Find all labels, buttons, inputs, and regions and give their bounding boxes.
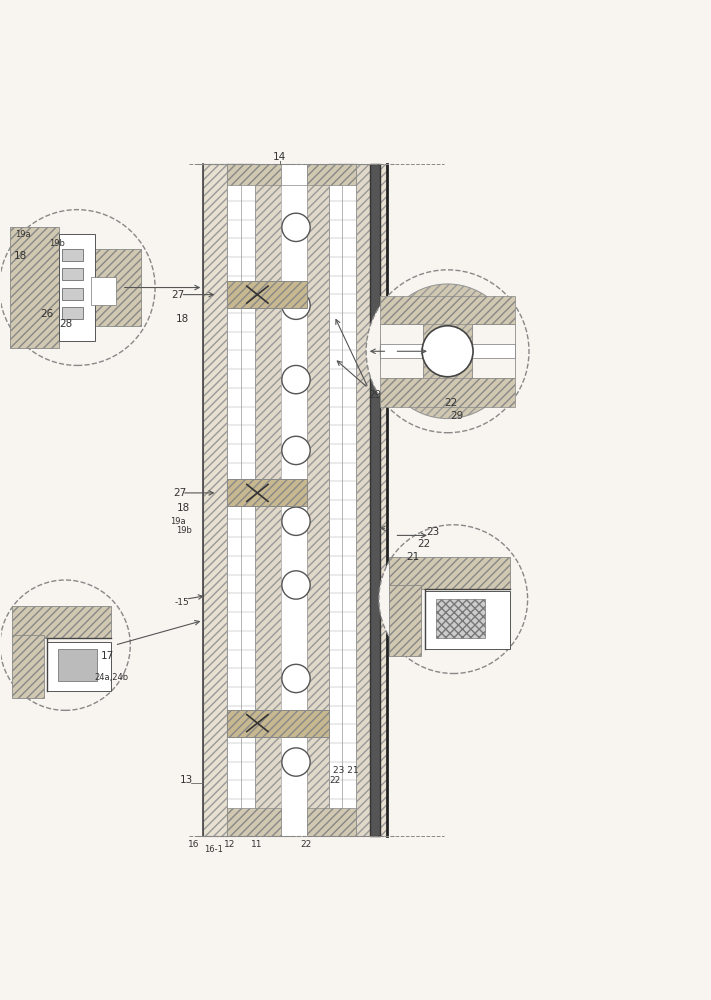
Text: 19b: 19b	[176, 526, 191, 535]
Circle shape	[282, 213, 310, 241]
Bar	[227, 164, 255, 836]
Bar	[58, 649, 97, 681]
Bar	[380, 296, 515, 324]
Circle shape	[422, 326, 473, 377]
Bar	[370, 164, 380, 836]
Bar	[203, 164, 227, 836]
Bar	[227, 710, 328, 737]
Text: 23 21: 23 21	[333, 766, 358, 775]
Bar	[227, 479, 307, 506]
Text: 16-1: 16-1	[205, 845, 223, 854]
Bar	[356, 164, 370, 836]
Text: 22: 22	[417, 539, 430, 549]
Bar	[390, 585, 422, 656]
Bar	[255, 164, 281, 836]
Text: 16: 16	[188, 840, 200, 849]
Bar	[91, 249, 141, 326]
Text: 12: 12	[224, 840, 235, 849]
Bar	[425, 591, 510, 649]
Bar	[307, 164, 356, 185]
Circle shape	[380, 284, 515, 419]
Bar	[62, 249, 83, 261]
Text: 22: 22	[445, 398, 458, 408]
Text: 19a: 19a	[170, 517, 186, 526]
Text: 18: 18	[177, 503, 191, 513]
Bar	[307, 164, 328, 836]
Bar	[436, 599, 485, 638]
Text: 27: 27	[171, 290, 185, 300]
Bar	[390, 557, 510, 589]
Circle shape	[282, 365, 310, 394]
Bar	[281, 164, 307, 185]
Bar	[91, 277, 116, 305]
Text: 18: 18	[176, 314, 189, 324]
Circle shape	[282, 664, 310, 693]
Bar	[328, 164, 356, 836]
Bar	[380, 344, 515, 358]
Bar	[380, 164, 387, 836]
Bar	[62, 288, 83, 300]
Text: 18: 18	[14, 251, 28, 261]
Text: 14: 14	[273, 152, 287, 162]
Text: 24a,24b: 24a,24b	[94, 673, 128, 682]
Circle shape	[282, 748, 310, 776]
Text: 19b: 19b	[50, 239, 65, 248]
Circle shape	[379, 525, 528, 674]
Bar	[12, 635, 44, 698]
Bar	[227, 281, 307, 308]
Text: -15: -15	[175, 598, 190, 607]
Bar	[380, 378, 515, 407]
Text: 29: 29	[450, 411, 464, 421]
Bar	[60, 234, 95, 341]
Text: 21: 21	[407, 552, 419, 562]
Text: 29: 29	[368, 390, 382, 400]
Circle shape	[366, 270, 529, 433]
Text: 26: 26	[41, 309, 53, 319]
Text: 27: 27	[173, 488, 186, 498]
Bar	[227, 808, 281, 836]
Bar	[12, 606, 111, 638]
Circle shape	[282, 291, 310, 319]
Text: 23: 23	[427, 527, 439, 537]
Bar	[62, 307, 83, 319]
Bar	[62, 268, 83, 280]
Bar	[48, 642, 111, 691]
Bar	[227, 164, 281, 185]
Circle shape	[0, 210, 155, 365]
Text: 22: 22	[329, 776, 341, 785]
Circle shape	[282, 436, 310, 465]
Text: 28: 28	[60, 319, 73, 329]
Bar	[281, 164, 307, 836]
Text: 17: 17	[100, 651, 114, 661]
Bar	[10, 227, 60, 348]
Bar	[307, 808, 356, 836]
Circle shape	[0, 580, 130, 710]
Text: 11: 11	[250, 840, 262, 849]
Bar	[472, 324, 515, 378]
Circle shape	[282, 507, 310, 535]
Text: 13: 13	[180, 775, 193, 785]
Circle shape	[282, 571, 310, 599]
Text: 22: 22	[300, 840, 311, 849]
Text: 19a: 19a	[16, 230, 31, 239]
Bar	[380, 324, 423, 378]
